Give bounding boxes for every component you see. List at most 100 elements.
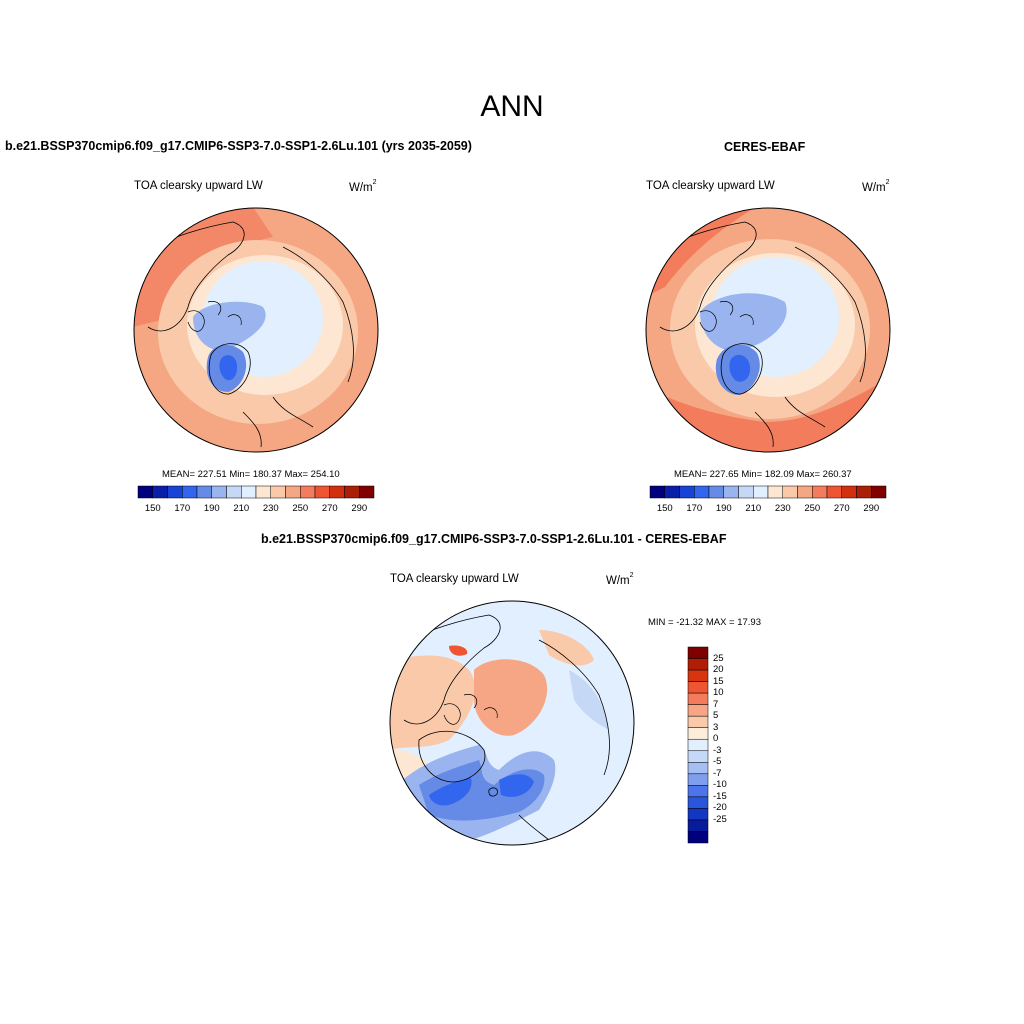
map-band-canada-blue: [700, 293, 787, 351]
colorbar-tick-label: 270: [321, 503, 338, 514]
colorbar-swatch: [196, 485, 212, 499]
colorbar-swatch: [270, 485, 286, 499]
colorbar-swatch: [687, 715, 709, 728]
colorbar-tick-label: 7: [713, 698, 719, 710]
polar-map-diff: [389, 600, 635, 846]
coastline-greenland: [418, 731, 486, 783]
colorbar-swatch: [687, 762, 709, 775]
colorbar-tick-label: 190: [203, 503, 220, 514]
colorbar-swatch: [871, 485, 887, 499]
colorbar-tick-label: 210: [745, 503, 762, 514]
colorbar-ticks-obs: 150 170 190 210 230 250 270 290: [650, 503, 886, 517]
panel-title-model: b.e21.BSSP370cmip6.f09_g17.CMIP6-SSP3-7.…: [5, 139, 472, 153]
polar-map-model: [133, 207, 379, 453]
map-band-arctic-warm: [474, 659, 548, 736]
colorbar-swatch: [359, 485, 375, 499]
panel-title-obs: CERES-EBAF: [724, 140, 806, 154]
colorbar-tick-label: -15: [713, 790, 727, 802]
colorbar-tick-label: 170: [174, 503, 191, 514]
coastline-europe: [488, 787, 550, 841]
coastline-siberia: [282, 246, 354, 383]
colorbar-swatch: [753, 485, 769, 499]
colorbar-swatch: [708, 485, 724, 499]
colorbar-tick-label: 25: [713, 652, 724, 664]
colorbar-swatch: [797, 485, 813, 499]
coastline-america: [659, 221, 757, 332]
map-band-south: [134, 357, 378, 452]
colorbar-swatch: [687, 692, 709, 705]
colorbar-tick-label: -7: [713, 767, 722, 779]
colorbar-ticks-model: 150 170 190 210 230 250 270 290: [138, 503, 374, 517]
colorbar-tick-label: 20: [713, 664, 724, 676]
colorbar-swatch: [856, 485, 872, 499]
map-band-greenland-core: [729, 354, 751, 382]
colorbar-tick-label: 10: [713, 687, 724, 699]
stats-obs: MEAN= 227.65 Min= 182.09 Max= 260.37: [674, 469, 852, 480]
colorbar-tick-label: -3: [713, 744, 722, 756]
map-band-siberia-warm: [539, 630, 594, 666]
colorbar-swatch: [687, 773, 709, 786]
map-band-siberia-cool: [569, 670, 609, 730]
coastline-siberia: [538, 639, 610, 776]
colorbar-tick-label: 270: [833, 503, 850, 514]
map-band-greenland-core: [219, 355, 238, 381]
colorbar-swatch: [738, 485, 754, 499]
colorbar-swatch: [137, 485, 153, 499]
colorbar-swatch: [687, 796, 709, 809]
map-band-south: [646, 377, 890, 452]
colorbar-swatch: [255, 485, 271, 499]
colorbar-obs: [649, 485, 887, 499]
coastline-archipelago: [187, 301, 242, 332]
coastline-archipelago: [699, 301, 754, 332]
colorbar-swatch: [687, 819, 709, 832]
colorbar-swatch: [687, 738, 709, 752]
units-label-diff: W/m2: [606, 572, 634, 587]
panel-title-diff: b.e21.BSSP370cmip6.f09_g17.CMIP6-SSP3-7.…: [261, 532, 727, 546]
colorbar-tick-label: 290: [863, 503, 880, 514]
colorbar-swatch: [152, 485, 168, 499]
colorbar-model: [137, 485, 375, 499]
colorbar-swatch: [285, 485, 301, 499]
stats-diff: MIN = -21.32 MAX = 17.93: [648, 617, 762, 628]
colorbar-swatch: [687, 750, 709, 763]
coastline-america: [147, 221, 245, 332]
colorbar-swatch: [679, 485, 695, 499]
map-band-hotspot: [449, 645, 468, 656]
colorbar-swatch: [767, 485, 783, 499]
colorbar-swatch: [300, 485, 316, 499]
colorbar-tick-label: -25: [713, 813, 727, 825]
map-border: [389, 600, 635, 846]
units-label-obs: W/m2: [862, 179, 890, 194]
colorbar-diff: [687, 646, 709, 844]
coastline-greenland: [208, 343, 251, 395]
colorbar-swatch: [344, 485, 360, 499]
colorbar-tick-label: -5: [713, 756, 722, 768]
colorbar-swatch: [649, 485, 665, 499]
variable-label-obs: TOA clearsky upward LW: [646, 180, 775, 192]
colorbar-swatch: [211, 485, 227, 499]
coastline-europe: [242, 396, 314, 448]
map-border: [645, 207, 891, 453]
stats-model: MEAN= 227.51 Min= 180.37 Max= 254.10: [162, 469, 340, 480]
colorbar-tick-label: 150: [656, 503, 673, 514]
colorbar-tick-label: 230: [262, 503, 279, 514]
colorbar-ticks-diff: 25 20 15 10 7 5 3 0 -3 -5 -7 -10 -15 -20 -25: [713, 647, 753, 843]
colorbar-swatch: [687, 785, 709, 798]
colorbar-tick-label: 250: [292, 503, 309, 514]
colorbar-tick-label: 15: [713, 675, 724, 687]
colorbar-tick-label: 170: [686, 503, 703, 514]
colorbar-swatch: [687, 808, 709, 821]
colorbar-swatch: [782, 485, 798, 499]
colorbar-swatch: [314, 485, 330, 499]
colorbar-swatch: [241, 485, 257, 499]
coastline-europe: [754, 396, 826, 448]
colorbar-tick-label: 210: [233, 503, 250, 514]
colorbar-swatch: [812, 485, 828, 499]
colorbar-swatch: [826, 485, 842, 499]
colorbar-swatch: [182, 485, 198, 499]
map-band-canada-blue: [193, 301, 266, 351]
main-title: ANN: [480, 90, 544, 123]
colorbar-swatch: [687, 727, 709, 740]
variable-label-diff: TOA clearsky upward LW: [390, 573, 519, 585]
units-label-model: W/m2: [349, 179, 377, 194]
